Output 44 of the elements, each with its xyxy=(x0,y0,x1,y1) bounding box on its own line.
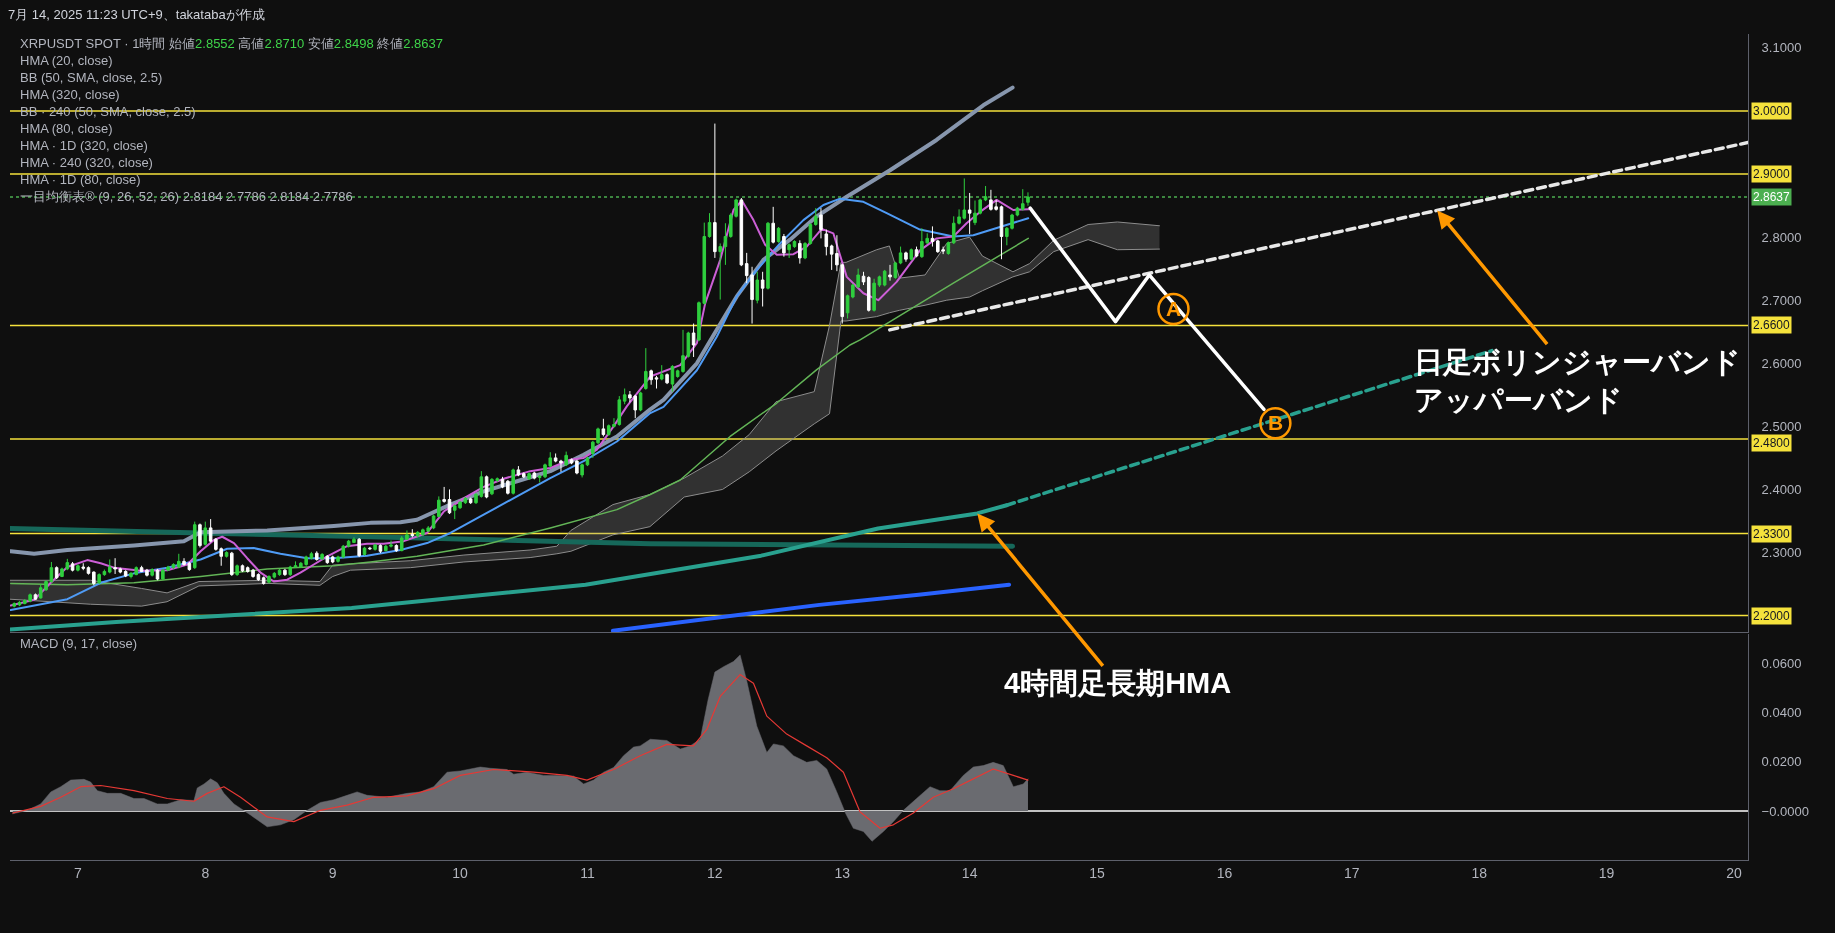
x-tick-label: 11 xyxy=(580,864,595,881)
y-tick-label: 0.0200 xyxy=(1761,754,1802,770)
annotation: 4時間足長期HMA xyxy=(1004,667,1232,699)
chart-subtitle: XRPUSDT SPOT · 1時間 始値2.8552 高値2.8710 安値2.8498 終値2.8637 xyxy=(20,36,443,51)
ref-line-label: 2.6600 xyxy=(1753,318,1791,332)
x-tick-label: 12 xyxy=(707,864,723,881)
x-tick-label: 18 xyxy=(1471,864,1488,881)
chart-title: 7月 14, 2025 11:23 UTC+9、takatabaが作成 xyxy=(8,6,265,22)
y-tick-label: 3.1000 xyxy=(1761,40,1802,56)
y-tick-label: −0.0000 xyxy=(1761,803,1809,819)
ref-line-label: 2.9000 xyxy=(1753,167,1791,181)
y-tick-label: 2.8000 xyxy=(1761,229,1802,245)
x-tick-label: 15 xyxy=(1089,864,1106,881)
x-tick-label: 10 xyxy=(452,864,469,881)
ref-line-label: 2.2000 xyxy=(1753,609,1791,623)
annotation: HMA (80, close) xyxy=(20,121,113,136)
y-tick-label: 0.0600 xyxy=(1761,656,1802,672)
ref-line-label: 3.0000 xyxy=(1753,104,1791,118)
annotation: MACD (9, 17, close) xyxy=(20,636,138,651)
y-tick-label: 2.7000 xyxy=(1761,292,1802,308)
x-tick-label: 19 xyxy=(1598,864,1615,881)
x-tick-label: 7 xyxy=(74,864,82,881)
ref-line-label: 2.4800 xyxy=(1753,436,1791,450)
x-tick-label: 20 xyxy=(1726,864,1742,881)
y-tick-label: 2.5000 xyxy=(1761,418,1802,434)
annotation: HMA · 1D (320, close) xyxy=(20,138,148,153)
ref-line-label: 2.3300 xyxy=(1753,527,1791,541)
x-tick-label: 14 xyxy=(961,864,978,881)
annotation: HMA (320, close) xyxy=(20,87,120,102)
annotation: HMA · 240 (320, close) xyxy=(20,155,153,170)
y-tick-label: 2.3000 xyxy=(1761,545,1802,561)
y-tick-label: 0.0400 xyxy=(1761,705,1802,721)
x-tick-label: 13 xyxy=(834,864,851,881)
annotation: HMA (20, close) xyxy=(20,53,113,68)
x-tick-label: 16 xyxy=(1216,864,1233,881)
y-tick-label: 2.4000 xyxy=(1761,481,1802,497)
annotation: BB (50, SMA, close, 2.5) xyxy=(20,70,163,85)
annotation: 一目均衡表® (9, 26, 52, 26) 2.8184 2.7786 2.8184 2.7786 xyxy=(20,189,353,204)
annotation: HMA · 1D (80, close) xyxy=(20,172,141,187)
y-tick-label: 2.6000 xyxy=(1761,355,1802,371)
x-tick-label: 17 xyxy=(1344,864,1360,881)
ref-line-label: 2.8637 xyxy=(1753,190,1791,204)
x-tick-label: 9 xyxy=(328,864,337,881)
x-tick-label: 8 xyxy=(201,864,210,881)
